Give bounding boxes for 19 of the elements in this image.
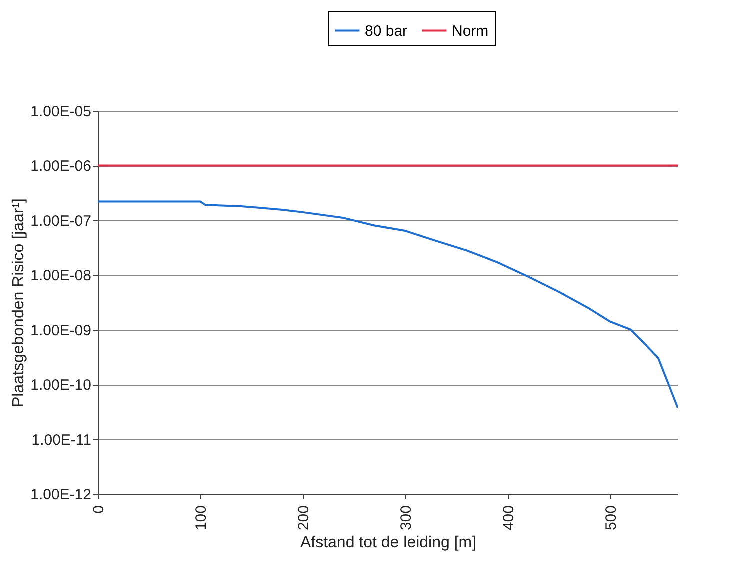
y-tick-label: 1.00E-06 [30,158,92,176]
legend-label: 80 bar [365,22,408,40]
y-tick-label: 1.00E-09 [30,322,92,340]
legend-label: Norm [452,22,489,40]
y-tick-label: 1.00E-08 [30,268,92,285]
x-axis-title: Afstand tot de leiding [m] [300,534,477,552]
y-tick-label: 1.00E-10 [30,377,92,394]
y-tick-label: 1.00E-05 [30,104,92,120]
y-tick-label: 1.00E-12 [30,486,92,504]
y-axis-title: Plaatsgebonden Risico [jaar¹] [10,198,28,408]
y-tick-label: 1.00E-07 [30,212,92,230]
x-tick-label: 100 [192,506,210,531]
x-tick-label: 300 [398,506,415,531]
x-tick-label: 0 [90,506,108,514]
x-tick-label: 500 [602,506,620,531]
x-tick-label: 200 [295,506,312,531]
y-tick-label: 1.00E-11 [32,432,92,449]
line-series [98,200,678,410]
x-tick-label: 400 [500,506,518,531]
